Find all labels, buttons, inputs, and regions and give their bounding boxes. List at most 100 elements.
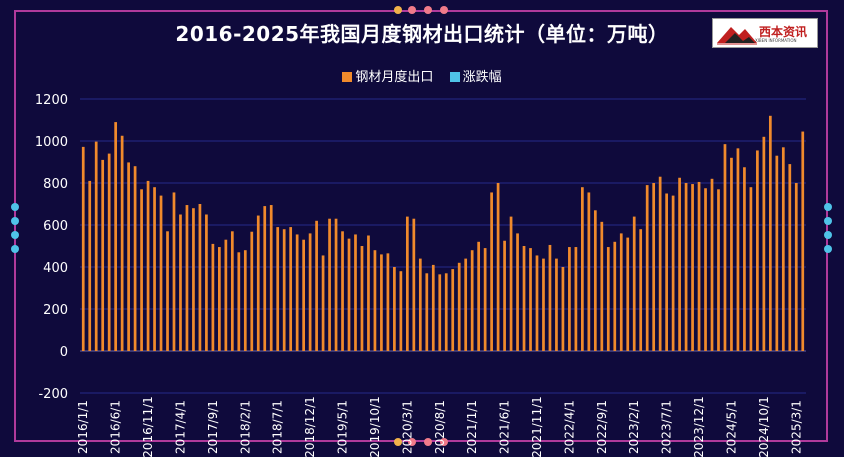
bar [133,166,137,351]
legend-item-steel-export[interactable]: 钢材月度出口 [342,66,433,85]
bar [464,258,468,351]
bar [315,220,318,351]
bar [418,258,422,351]
bar [354,234,357,351]
bar [600,221,604,351]
decor-dot [11,245,19,253]
bar [295,234,299,351]
y-tick-label: 200 [43,303,68,318]
legend-swatch [342,72,353,82]
y-tick-label: -200 [38,387,68,402]
decor-dot [424,438,432,446]
decor-dot [824,217,832,225]
x-tick-label: 2017/9/1 [206,400,220,454]
x-tick-label: 2022/9/1 [595,400,609,454]
brand-logo: 西本资讯 XIBEN INFORMATION [712,18,818,48]
x-tick-label: 2016/1/1 [76,400,90,454]
decor-dot [394,438,402,446]
bar [568,247,571,351]
x-tick-label: 2023/2/1 [627,400,641,454]
bar [697,181,701,351]
logo-subtext: XIBEN INFORMATION [755,38,797,43]
decor-dot [408,438,416,446]
bar [723,144,727,351]
bar [730,157,733,351]
bar [205,214,208,351]
bar [243,250,247,351]
bar [736,148,740,351]
bar [399,271,403,351]
bar [762,136,766,351]
bar [794,183,798,351]
chart-title: 2016-2025年我国月度钢材出口统计（单位：万吨） [175,22,669,46]
bar [94,141,98,351]
bar [477,241,481,351]
bar [756,150,759,351]
x-tick-label: 2018/2/1 [238,400,252,454]
bar [373,250,377,351]
bar [218,247,221,351]
decor-dot [394,6,402,14]
bar [431,264,435,351]
logo-text: 西本资讯 [759,25,808,39]
bar [250,231,254,351]
bar [140,189,143,351]
bar [282,229,286,351]
decor-dot [824,203,832,211]
bar [334,218,338,351]
bar [107,153,111,351]
x-tick-label: 2021/1/1 [465,400,479,454]
x-tick-label: 2021/6/1 [498,400,512,454]
bar [710,178,714,351]
bar [198,204,202,351]
bar [658,176,662,351]
bar [768,115,772,351]
bar [781,147,785,351]
y-tick-label: 400 [43,261,68,276]
x-tick-label: 2019/5/1 [336,400,350,454]
bar [230,231,234,351]
bar [535,255,539,351]
bar [574,247,578,351]
bar [302,239,305,351]
bar [593,210,597,351]
legend-swatch [449,72,460,82]
bar [412,218,416,351]
bar [444,273,448,351]
decor-dot [424,6,432,14]
bar [256,215,260,351]
bar [328,218,331,351]
bar [172,192,176,351]
bar [522,246,526,351]
bar [263,206,267,351]
bar [542,258,545,351]
bar [101,159,105,351]
bar [237,252,241,351]
bar [671,195,675,351]
x-tick-label: 2017/4/1 [173,400,187,454]
x-tick-label: 2023/7/1 [660,400,674,454]
bar [652,183,656,351]
bar [185,205,189,351]
bar [159,195,163,351]
mountain-logo-icon [717,27,757,45]
x-tick-label: 2024/5/1 [724,400,738,454]
x-tick-label: 2020/3/1 [400,400,414,454]
bar [146,180,150,351]
decor-dot [11,231,19,239]
bar [470,250,474,351]
bar [425,273,429,351]
bar [704,188,707,351]
decor-dot [824,245,832,253]
legend-label: 涨跌幅 [462,70,502,85]
bar [308,233,312,351]
legend-item-change-rate[interactable]: 涨跌幅 [449,66,502,85]
bar [289,227,293,351]
y-tick-label: 1000 [35,135,68,150]
bar [613,241,617,351]
x-tick-label: 2016/6/1 [109,400,123,454]
bar [606,247,610,351]
x-tick-label: 2016/11/1 [141,396,155,457]
bar [166,231,169,351]
bar [775,155,779,351]
